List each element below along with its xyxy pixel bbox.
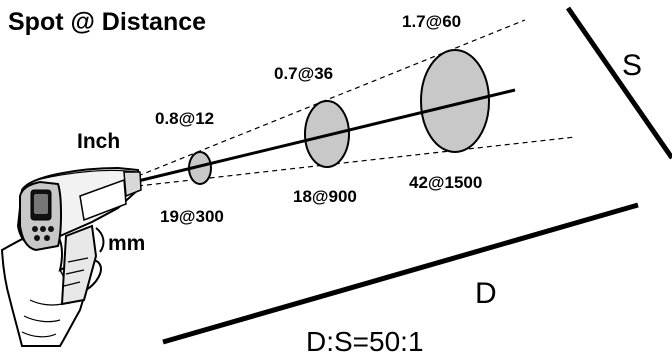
spot-label-mm-1: 19@300 [160,207,224,226]
diagram-title: Spot @ Distance [8,8,206,36]
cone-upper-dashed-line [137,19,526,177]
spot-label-mm-2: 18@900 [293,187,357,206]
spot-size-axis-line [565,6,672,160]
spot-label-inch-2: 0.7@36 [274,64,333,83]
distance-to-spot-ratio: D:S=50:1 [306,326,424,357]
spot-label-inch-3: 1.7@60 [402,12,461,31]
cone-lower-dashed-line [137,136,576,187]
spot-size-axis-label: S [622,49,642,82]
distance-axis-line [162,202,639,345]
unit-label-mm: mm [108,232,145,255]
center-axis-line [137,88,516,183]
unit-label-inch: Inch [77,130,120,153]
spot-label-mm-3: 42@1500 [409,173,482,192]
thermometer-gun-icon [0,166,142,347]
distance-axis-label: D [475,277,497,310]
spot-ellipse-large [420,49,490,153]
spot-label-inch-1: 0.8@12 [155,109,214,128]
